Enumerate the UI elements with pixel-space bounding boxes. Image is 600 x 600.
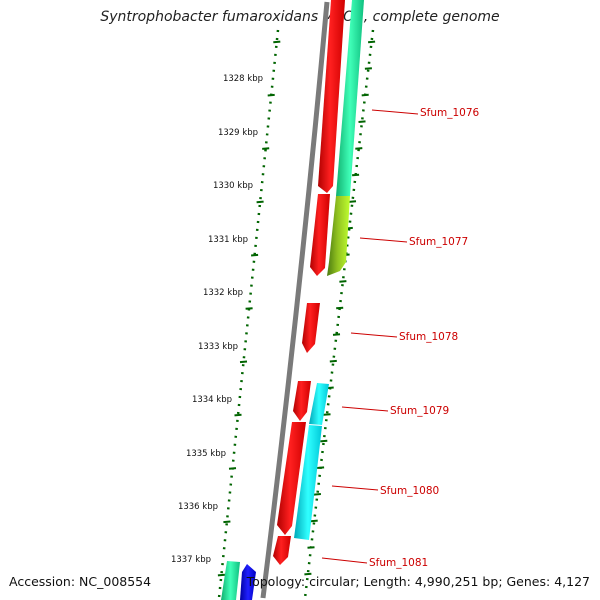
tick-mark: [361, 93, 369, 97]
scale-label: 1333 kbp: [198, 342, 238, 352]
gene-sfum-1081-forward[interactable]: [273, 536, 291, 565]
tick-mark: [251, 253, 259, 257]
length-value: 4,990,251 bp: [414, 574, 499, 589]
tick-mark: [329, 359, 337, 363]
tick-mark: [348, 200, 357, 203]
tick-mark: [245, 307, 253, 310]
scale-label: 1331 kbp: [208, 235, 248, 245]
genes-value: 4,127: [554, 574, 590, 589]
tick-mark: [262, 147, 270, 150]
gene-label[interactable]: Sfum_1076: [420, 107, 480, 119]
genome-backbone: [260, 1, 330, 599]
tick-mark: [239, 360, 248, 364]
scale-label: 1334 kbp: [192, 395, 232, 405]
scale-ticks: [217, 40, 376, 577]
tick-mark: [364, 67, 372, 70]
gene-sfum-1079-forward[interactable]: [293, 381, 311, 421]
scale-label: 1330 kbp: [213, 181, 253, 191]
genome-stats: Topology: circular; Length: 4,990,251 bp…: [246, 574, 590, 589]
length-label: Length:: [363, 574, 411, 589]
tick-mark: [217, 573, 225, 577]
tick-mark: [339, 280, 347, 283]
gene-label[interactable]: Sfum_1077: [409, 236, 468, 248]
genes-label: Genes:: [506, 574, 551, 589]
tick-mark: [234, 413, 242, 417]
leader-sfum-1077: [359, 237, 408, 243]
scale-label: 1336 kbp: [178, 502, 218, 512]
leader-sfum-1078: [350, 332, 398, 338]
tick-mark: [304, 572, 312, 576]
tick-mark: [352, 173, 360, 177]
tick-mark: [273, 40, 281, 44]
gene-sfum-1081-reverse[interactable]: [221, 561, 240, 600]
gene-sfum-1077-reverse[interactable]: [327, 196, 350, 276]
tick-mark: [310, 519, 318, 523]
tick-mark: [307, 546, 315, 549]
topology-value: circular: [309, 574, 356, 589]
tick-mark: [358, 120, 366, 123]
accession-info: Accession: NC_008554: [9, 574, 151, 589]
tick-mark: [256, 200, 264, 204]
gene-sfum-1080-forward[interactable]: [277, 422, 306, 535]
leader-sfum-1079: [341, 406, 389, 412]
tick-mark: [320, 439, 328, 443]
gene-label[interactable]: Sfum_1079: [390, 405, 449, 417]
tick-mark: [228, 467, 237, 470]
gene-sfum-1079-reverse[interactable]: [309, 383, 329, 425]
gene-sfum-1080-reverse[interactable]: [294, 425, 322, 540]
gene-label[interactable]: Sfum_1081: [369, 557, 428, 569]
gene-sfum-1078-forward[interactable]: [302, 303, 320, 353]
tick-mark: [355, 147, 363, 150]
scale-label: 1328 kbp: [223, 74, 263, 84]
tick-mark: [267, 93, 275, 97]
gene-sfum-1077-forward[interactable]: [310, 194, 330, 276]
tick-mark: [223, 520, 231, 524]
leader-sfum-1080: [331, 485, 379, 491]
accession-label: Accession:: [9, 574, 76, 589]
gene-label[interactable]: Sfum_1078: [399, 331, 458, 343]
accession-value: NC_008554: [79, 574, 152, 589]
map-title: Syntrophobacter fumaroxidans MPOB, compl…: [100, 9, 500, 25]
gene-label[interactable]: Sfum_1080: [380, 485, 439, 497]
tick-mark: [368, 40, 376, 44]
tick-mark: [332, 333, 341, 336]
tick-mark: [313, 493, 321, 496]
leader-sfum-1076: [371, 109, 419, 115]
scale-label: 1335 kbp: [186, 449, 226, 459]
scale-label: 1337 kbp: [171, 555, 211, 565]
tick-mark: [317, 466, 325, 469]
gene-blue-feature[interactable]: [240, 564, 256, 600]
inner-tick-ring: [217, 29, 280, 599]
leader-sfum-1081: [321, 557, 368, 564]
scale-label: 1332 kbp: [203, 288, 243, 298]
tick-mark: [323, 413, 331, 416]
scale-label: 1329 kbp: [218, 128, 258, 138]
gene-sfum-1076-forward[interactable]: [318, 0, 345, 193]
topology-label: Topology:: [246, 574, 306, 589]
tick-mark: [336, 306, 344, 310]
gene-sfum-1076-reverse[interactable]: [336, 0, 364, 196]
